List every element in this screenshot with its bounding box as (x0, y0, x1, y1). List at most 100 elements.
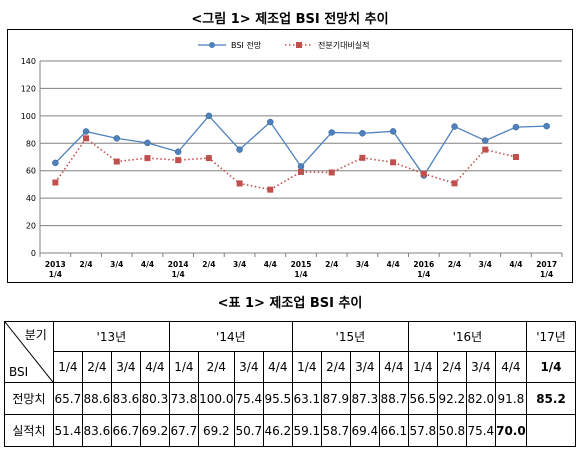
x-tick-label: 3/4 (233, 260, 246, 269)
x-tick-label: 2016 (413, 260, 434, 269)
table-cell: 75.4 (233, 382, 264, 415)
table-row-forecast: 전망치 65.7 88.6 83.6 80.3 73.8 100.0 75.4 95.5 63.1… (4, 382, 577, 415)
year-header: '17년 (525, 321, 577, 352)
x-tick-label: 3/4 (356, 260, 369, 269)
x-tick-label: 1/4 (294, 270, 307, 279)
corner-diagonal (5, 322, 53, 382)
legend-marker-forecast (209, 42, 215, 48)
table-cell: 80.3 (139, 382, 170, 415)
quarter-header: 3/4 (233, 351, 264, 383)
x-tick-label: 2015 (291, 260, 312, 269)
quarter-header: 2/4 (81, 351, 112, 383)
table-cell: 95.5 (262, 382, 293, 415)
data-point-forecast (267, 118, 274, 126)
data-point-forecast (359, 130, 366, 137)
table-cell: 88.6 (81, 382, 112, 415)
table-cell: 66.1 (378, 414, 409, 447)
quarter-header: 4/4 (494, 351, 527, 383)
y-tick-label: 60 (26, 167, 36, 176)
table-header-quarters: 1/4 2/4 3/4 4/4 1/4 2/4 3/4 4/4 1/4 2/4 3/4 4/4 1/4 2… (5, 351, 577, 383)
data-point-forecast (52, 159, 59, 167)
legend-marker-actual (296, 42, 302, 48)
table-title: <표 1> 제조업 BSI 추이 (217, 296, 363, 311)
table-cell: 51.4 (52, 414, 83, 447)
table-cell: 63.1 (291, 382, 322, 415)
quarter-header: 2/4 (197, 351, 235, 383)
table-cell: 59.1 (291, 414, 322, 447)
x-tick-label: 4/4 (264, 260, 277, 269)
x-tick-label: 2014 (168, 260, 189, 269)
corner-label-bsi: BSI (9, 365, 29, 379)
quarter-header: 2/4 (320, 351, 351, 383)
y-tick-label: 0 (31, 249, 36, 258)
figure-title: <그림 1> 제조업 BSI 전망치 추이 (191, 12, 389, 27)
x-tick-label: 2/4 (202, 260, 215, 269)
table-header-years: 분기 BSI '13년 '14년 '15년 '16년 '17년 (4, 321, 577, 383)
x-tick-label: 2013 (45, 260, 66, 269)
table-cell: 83.6 (81, 414, 112, 447)
x-tick-label: 3/4 (110, 260, 123, 269)
data-point-forecast (389, 128, 397, 135)
table-cell: 91.8 (494, 382, 527, 415)
data-point-forecast (174, 148, 182, 156)
data-point-actual (113, 158, 120, 165)
x-tick-label: 4/4 (387, 260, 400, 269)
table-cell: 87.3 (349, 382, 380, 415)
data-point-actual (298, 168, 304, 175)
x-tick-label: 3/4 (479, 260, 492, 269)
data-point-actual (175, 157, 182, 164)
data-point-forecast (328, 129, 335, 136)
data-point-actual (267, 186, 274, 193)
data-point-forecast (512, 123, 520, 131)
bsi-table: 분기 BSI '13년 '14년 '15년 '16년 '17년 1/4 2/4 3/… (4, 321, 577, 447)
x-tick-label: 1/4 (540, 270, 553, 279)
data-point-actual (205, 155, 212, 162)
data-point-actual (144, 155, 151, 162)
table-cell: 82.0 (465, 382, 496, 415)
data-point-forecast (205, 112, 213, 120)
row-forecast-label: 전망치 (4, 382, 54, 415)
y-tick-label: 20 (26, 222, 36, 231)
table-row-actual: 실적치 51.4 83.6 66.7 69.2 67.7 69.2 50.7 46.2 59.1 5… (4, 414, 577, 447)
table-cell: 46.2 (262, 414, 293, 447)
year-header: '13년 (52, 321, 170, 352)
table-cell: 50.7 (233, 414, 264, 447)
row-actual-label: 실적치 (4, 414, 54, 447)
table-cell: 92.2 (436, 382, 467, 415)
x-tick-label: 1/4 (172, 270, 185, 279)
y-tick-label: 100 (21, 112, 36, 121)
quarter-header: 4/4 (139, 351, 170, 383)
data-point-forecast (236, 146, 243, 153)
data-point-forecast (451, 123, 458, 130)
x-tick-label: 4/4 (141, 260, 154, 269)
data-point-actual (482, 146, 489, 153)
table-cell: 67.7 (168, 414, 199, 447)
data-point-actual (451, 180, 458, 187)
data-point-actual (390, 159, 397, 166)
quarter-header: 1/4 (407, 351, 438, 383)
y-tick-label: 120 (21, 84, 36, 93)
table-cell: 66.7 (110, 414, 141, 447)
data-point-actual (420, 170, 427, 177)
table-cell: 75.4 (465, 414, 496, 447)
data-point-forecast (113, 135, 121, 142)
quarter-header: 3/4 (465, 351, 496, 383)
x-tick-label: 2/4 (448, 260, 461, 269)
table-cell: 69.2 (139, 414, 170, 447)
data-point-actual (512, 154, 519, 160)
table-cell: 85.2 (525, 382, 577, 415)
data-point-actual (83, 135, 90, 142)
data-point-forecast (543, 122, 550, 130)
x-tick-label: 2/4 (325, 260, 338, 269)
table-cell: 65.7 (52, 382, 83, 415)
table-cell (525, 414, 577, 447)
table-cell: 50.8 (436, 414, 467, 447)
x-tick-label: 1/4 (49, 270, 62, 279)
x-tick-label: 2/4 (79, 260, 92, 269)
quarter-header: 3/4 (349, 351, 380, 383)
table-cell: 69.4 (349, 414, 380, 447)
quarter-header: 3/4 (110, 351, 141, 383)
series-line-actual (54, 137, 517, 191)
legend-label-forecast: BSI 전망 (231, 40, 262, 50)
table-cell: 57.8 (407, 414, 438, 447)
